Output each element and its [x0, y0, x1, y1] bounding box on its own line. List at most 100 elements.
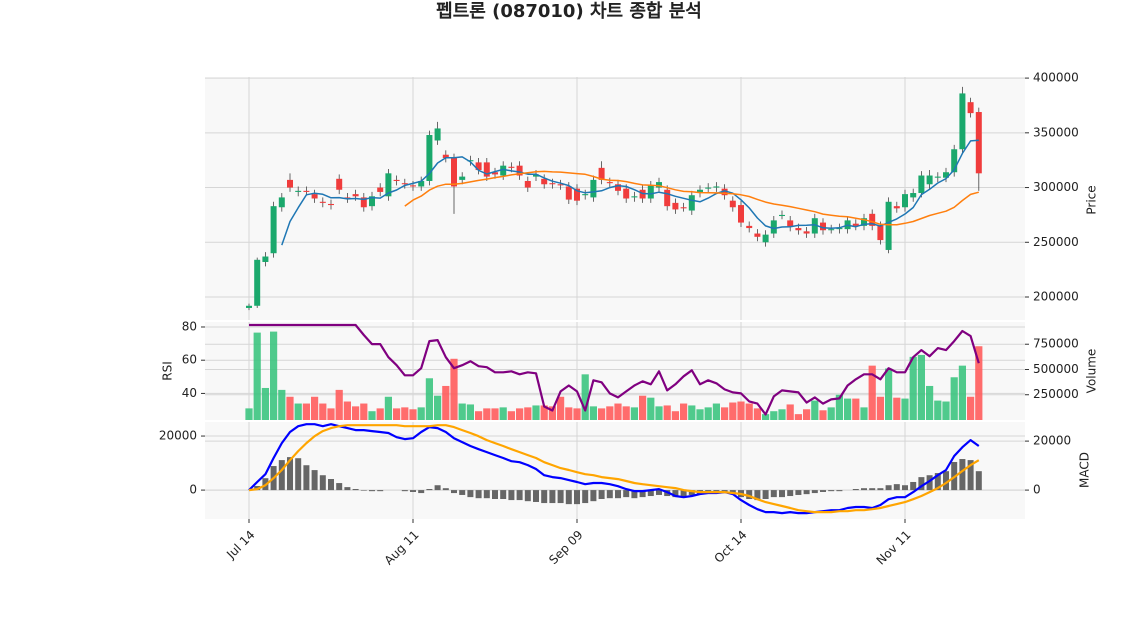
histogram-bar [902, 485, 908, 491]
volume-bar [868, 365, 876, 420]
volume-bar [770, 411, 778, 420]
candle-body [565, 186, 572, 200]
volume-bar [565, 407, 573, 420]
x-tick-label: Aug 11 [382, 528, 422, 568]
y-axis-label: RSI [161, 361, 175, 381]
volume-bar [942, 401, 950, 420]
volume-bar [401, 407, 409, 420]
histogram-bar [492, 490, 498, 500]
candle-body [787, 220, 794, 227]
volume-bar [253, 332, 261, 420]
histogram-bar [975, 471, 982, 491]
candle-body [549, 183, 556, 185]
candle-body [811, 218, 818, 234]
moving-average [281, 139, 979, 246]
candle-body [926, 175, 933, 185]
candle-body [500, 165, 507, 176]
candle-body [672, 202, 679, 210]
y-axis-label: MACD [1078, 452, 1092, 488]
volume-bar [614, 403, 622, 420]
candle-body [713, 186, 720, 188]
candle-body [270, 206, 277, 254]
volume-bar [647, 397, 655, 420]
y-tick-label: 500000 [1033, 362, 1079, 376]
candle-body [426, 135, 433, 181]
histogram-bar [483, 490, 490, 499]
candle-body [656, 182, 662, 188]
y-tick-label: 350000 [1033, 125, 1079, 139]
histogram-bar [680, 490, 687, 498]
volume-bar [803, 409, 811, 420]
y-axis-label: Price [1085, 185, 1099, 214]
x-tick-label: Nov 11 [874, 528, 914, 568]
candle-body [590, 179, 597, 198]
volume-bar [852, 398, 860, 420]
histogram-bar [467, 490, 474, 498]
x-tick-label: Oct 14 [712, 528, 750, 566]
histogram-bar [959, 459, 966, 491]
candle-body [467, 160, 474, 162]
candle-body [319, 201, 326, 203]
candle-body [779, 214, 785, 217]
histogram-bar [475, 490, 482, 499]
candle-body [278, 197, 285, 208]
histogram-bar [459, 490, 466, 495]
candle-body [385, 173, 392, 197]
moving-average [404, 170, 979, 226]
candle-body [516, 165, 523, 176]
histogram-bar [754, 490, 761, 501]
volume-bar [958, 365, 966, 420]
candle-body [803, 231, 810, 234]
candle-body [729, 200, 736, 208]
volume-bar [360, 403, 368, 420]
volume-bar [425, 378, 433, 420]
volume-bar [737, 401, 745, 420]
candle-body [697, 189, 703, 194]
candle-body [410, 185, 416, 187]
candle-body [746, 225, 753, 229]
candle-body [738, 205, 744, 223]
y-tick-label: 400000 [1033, 71, 1079, 85]
y-tick-label: 200000 [1033, 290, 1079, 304]
histogram-bar [811, 490, 818, 494]
volume-bar [261, 387, 269, 420]
histogram-bar [631, 490, 638, 499]
candle-body [902, 194, 908, 208]
volume-bar [753, 408, 761, 420]
volume-bar [762, 414, 770, 420]
y-tick-label: 0 [1033, 483, 1041, 497]
histogram-bar [615, 490, 621, 499]
histogram-bar [336, 483, 343, 491]
histogram-bar [598, 490, 605, 500]
histogram-bar [319, 475, 326, 491]
candle-body [918, 175, 925, 194]
y-tick-label: 80 [182, 319, 197, 333]
candle-body [401, 183, 408, 185]
histogram-bar [442, 488, 449, 491]
volume-bar [319, 403, 327, 420]
histogram-bar [639, 490, 646, 498]
histogram-bar [910, 481, 917, 491]
y-tick-label: 40 [182, 386, 197, 400]
histogram-bar [746, 490, 753, 500]
candle-body [705, 187, 712, 189]
candle-body [295, 190, 302, 192]
histogram-bar [418, 490, 425, 494]
volume-bar [311, 396, 319, 420]
candle-body [795, 228, 802, 231]
candle-body [557, 184, 564, 186]
candle-body [492, 172, 498, 175]
histogram-bar [779, 490, 785, 498]
histogram-bar [820, 490, 826, 492]
histogram-bar [869, 488, 876, 491]
histogram-bar [967, 460, 974, 491]
candle-body [762, 234, 769, 243]
volume-bar [844, 398, 852, 420]
volume-bar [811, 400, 819, 420]
histogram-bar [861, 488, 867, 491]
candle-body [352, 194, 359, 197]
volume-bar [934, 400, 942, 420]
volume-bar [876, 396, 884, 420]
volume-bar [926, 385, 934, 420]
